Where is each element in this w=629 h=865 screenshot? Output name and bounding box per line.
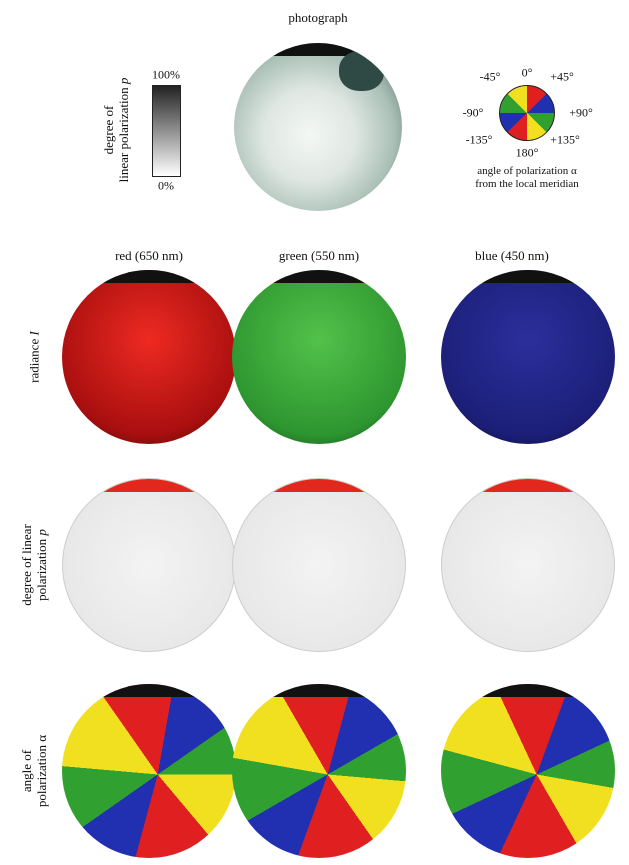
row-label-text: angle of [19,749,34,793]
radiance-image [62,270,236,444]
wheel-tick: -90° [462,105,484,120]
row-label-line: degree of linear [19,524,34,606]
p-scale-min: 0% [158,178,174,193]
top-band [232,270,406,283]
top-band [441,270,615,283]
wheel-tick: -45° [479,69,501,84]
row-label: degree of linear polarization p [19,524,49,606]
row-label-symbol: p [34,529,49,536]
dolp-image [62,478,236,652]
top-band [233,479,405,492]
wheel-caption: angle of polarization α [477,165,577,177]
row-label-line: radiance I [27,331,42,383]
wheel-tick: -135° [465,132,493,147]
row-label-line: polarization p [34,524,49,606]
dolp-image [441,478,615,652]
photograph [234,43,402,211]
p-scale-label-text: degree of [101,105,116,155]
dolp-image [232,478,406,652]
p-scale-label-symbol: p [116,77,131,85]
aop-image [62,684,236,858]
top-band [441,684,615,697]
radiance-image [441,270,615,444]
top-band [442,479,614,492]
wheel-tick: +90° [569,105,593,120]
column-heading: green (550 nm) [278,248,360,263]
top-band [232,684,406,697]
tree-silhouette [339,51,384,91]
row-label: radiance I [27,331,42,383]
p-scale-bar [152,85,181,177]
row-label-line: polarization α [34,735,49,807]
row-label-symbol: I [26,331,42,336]
p-scale-label-line: degree of [101,78,116,183]
aop-wheel [499,85,555,141]
row-label-text: degree of linear [19,524,34,606]
row-label-text: polarization α [34,734,49,808]
top-band [62,684,236,697]
wheel-tick: 180° [515,145,539,160]
radiance-image [232,270,406,444]
row-label-line: angle of [19,735,34,807]
photo-title: photograph [288,10,348,25]
row-label: angle of polarization α [19,735,49,807]
p-scale-max: 100% [152,67,180,82]
top-band [62,270,236,283]
row-label-text: polarization [34,538,49,601]
p-scale-label-line: linear polarization p [116,78,131,183]
aop-image [441,684,615,858]
column-heading: red (650 nm) [115,248,183,263]
column-heading: blue (450 nm) [475,248,549,263]
wheel-tick: +135° [550,132,580,147]
p-scale-label: degree of linear polarization p [101,78,131,183]
p-scale-label-text: linear polarization [116,87,131,183]
aop-image [232,684,406,858]
row-label-text: radiance [26,338,42,383]
wheel-tick: 0° [521,65,533,80]
wheel-tick: +45° [550,69,574,84]
photo-top-band [234,43,402,56]
wheel-caption: from the local meridian [475,178,579,190]
top-band [63,479,235,492]
